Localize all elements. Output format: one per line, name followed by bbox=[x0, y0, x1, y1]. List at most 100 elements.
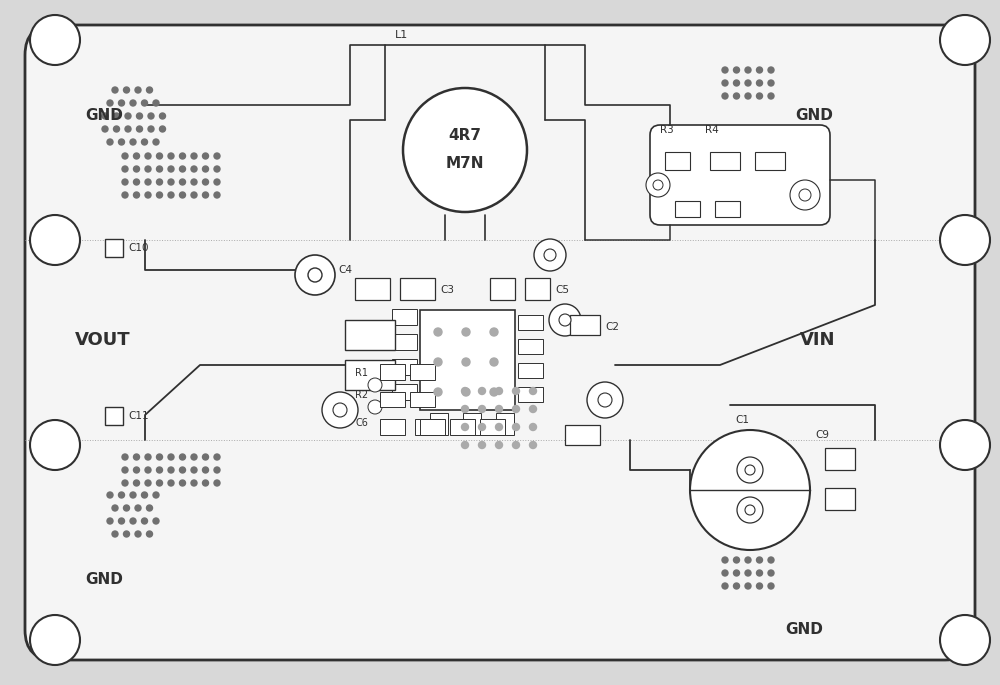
Bar bbox=[570, 315, 600, 335]
Bar bbox=[518, 387, 543, 402]
Text: GND: GND bbox=[85, 108, 123, 123]
Circle shape bbox=[156, 192, 162, 198]
Circle shape bbox=[403, 88, 527, 212]
Circle shape bbox=[368, 400, 382, 414]
Circle shape bbox=[122, 192, 128, 198]
Circle shape bbox=[745, 67, 751, 73]
Text: C6: C6 bbox=[355, 418, 368, 428]
Text: R2: R2 bbox=[355, 390, 368, 400]
Circle shape bbox=[156, 467, 162, 473]
Text: VIN: VIN bbox=[800, 331, 836, 349]
Bar bbox=[490, 278, 515, 300]
Circle shape bbox=[136, 113, 143, 119]
Circle shape bbox=[462, 328, 470, 336]
Bar bbox=[715, 201, 740, 217]
Circle shape bbox=[191, 179, 197, 185]
Circle shape bbox=[135, 531, 141, 537]
Circle shape bbox=[745, 557, 751, 563]
Circle shape bbox=[308, 268, 322, 282]
Circle shape bbox=[130, 100, 136, 106]
Circle shape bbox=[142, 139, 148, 145]
Circle shape bbox=[940, 420, 990, 470]
Circle shape bbox=[134, 467, 140, 473]
Circle shape bbox=[134, 480, 140, 486]
Circle shape bbox=[202, 480, 208, 486]
Bar bbox=[450, 419, 475, 435]
Circle shape bbox=[745, 505, 755, 515]
Circle shape bbox=[30, 615, 80, 665]
Bar bbox=[355, 278, 390, 300]
Circle shape bbox=[168, 454, 174, 460]
Bar bbox=[525, 278, 550, 300]
Circle shape bbox=[160, 113, 166, 119]
Circle shape bbox=[180, 153, 186, 159]
Bar bbox=[380, 364, 405, 380]
Circle shape bbox=[107, 518, 113, 524]
Circle shape bbox=[107, 492, 113, 498]
Circle shape bbox=[142, 100, 148, 106]
Circle shape bbox=[745, 93, 751, 99]
Circle shape bbox=[734, 67, 740, 73]
Circle shape bbox=[148, 113, 154, 119]
Circle shape bbox=[734, 570, 740, 576]
Circle shape bbox=[479, 423, 486, 430]
Circle shape bbox=[114, 126, 120, 132]
Circle shape bbox=[136, 126, 143, 132]
Circle shape bbox=[168, 179, 174, 185]
Text: C4: C4 bbox=[338, 265, 352, 275]
Circle shape bbox=[722, 80, 728, 86]
Bar bbox=[496, 413, 514, 435]
Bar bbox=[345, 360, 395, 390]
Bar bbox=[410, 392, 435, 407]
Circle shape bbox=[202, 467, 208, 473]
Circle shape bbox=[512, 406, 520, 412]
Circle shape bbox=[757, 570, 763, 576]
Circle shape bbox=[214, 179, 220, 185]
Circle shape bbox=[146, 87, 152, 93]
Circle shape bbox=[145, 467, 151, 473]
Circle shape bbox=[122, 153, 128, 159]
Circle shape bbox=[30, 15, 80, 65]
Circle shape bbox=[180, 179, 186, 185]
Circle shape bbox=[153, 100, 159, 106]
Circle shape bbox=[768, 93, 774, 99]
Circle shape bbox=[462, 388, 470, 396]
Circle shape bbox=[722, 583, 728, 589]
Circle shape bbox=[722, 557, 728, 563]
Circle shape bbox=[180, 454, 186, 460]
Circle shape bbox=[112, 505, 118, 511]
Circle shape bbox=[530, 423, 536, 430]
Circle shape bbox=[434, 328, 442, 336]
Circle shape bbox=[587, 382, 623, 418]
Bar bbox=[415, 419, 440, 435]
FancyBboxPatch shape bbox=[650, 125, 830, 225]
Circle shape bbox=[124, 531, 130, 537]
Bar bbox=[463, 413, 481, 435]
Circle shape bbox=[940, 15, 990, 65]
Bar bbox=[420, 419, 445, 435]
Bar bbox=[410, 364, 435, 380]
Circle shape bbox=[156, 166, 162, 172]
Circle shape bbox=[737, 497, 763, 523]
Circle shape bbox=[722, 67, 728, 73]
Bar bbox=[665, 152, 690, 170]
Circle shape bbox=[496, 442, 503, 449]
Text: C11: C11 bbox=[128, 411, 149, 421]
Circle shape bbox=[737, 457, 763, 483]
Text: M7N: M7N bbox=[446, 155, 484, 171]
Circle shape bbox=[148, 126, 154, 132]
Bar bbox=[755, 152, 785, 170]
Circle shape bbox=[142, 492, 148, 498]
Circle shape bbox=[112, 87, 118, 93]
Bar bbox=[400, 278, 435, 300]
Text: R4: R4 bbox=[705, 125, 719, 135]
Circle shape bbox=[722, 93, 728, 99]
Bar bbox=[392, 359, 417, 375]
Circle shape bbox=[156, 454, 162, 460]
Text: C9: C9 bbox=[815, 430, 829, 440]
Bar bbox=[420, 310, 515, 410]
Bar bbox=[565, 425, 600, 445]
Circle shape bbox=[940, 615, 990, 665]
Circle shape bbox=[214, 467, 220, 473]
Circle shape bbox=[119, 139, 124, 145]
